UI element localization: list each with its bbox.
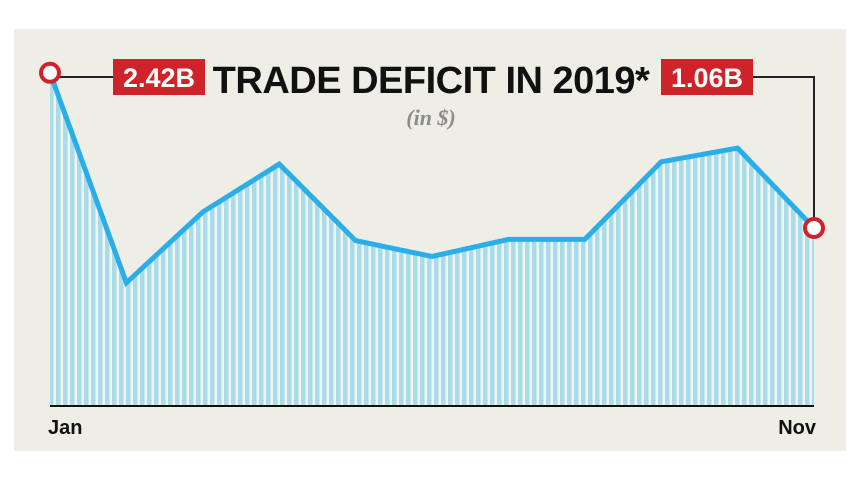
callout-leader-nov (753, 76, 815, 228)
chart-subtitle: (in $) (406, 105, 456, 130)
data-point-oct (735, 146, 740, 151)
marker-jan (39, 61, 61, 84)
data-point-jun (430, 254, 434, 259)
data-point-apr (277, 162, 282, 167)
data-point-sep (659, 159, 664, 164)
x-tick-label-nov: Nov (778, 417, 817, 439)
area-fill (50, 72, 814, 407)
data-point-aug (582, 237, 587, 242)
callout-box-jan (113, 59, 205, 95)
data-point-may (353, 238, 358, 243)
data-point-jul (506, 237, 511, 242)
x-tick-label-jan: Jan (48, 417, 82, 439)
data-point-mar (200, 210, 205, 214)
callout-box-nov (661, 59, 753, 95)
marker-nov (803, 217, 825, 239)
callout-label-nov: 1.06B (671, 63, 743, 93)
data-point-feb (124, 280, 129, 285)
chart-title: TRADE DEFICIT IN 2019* (213, 60, 650, 102)
callout-label-jan: 2.42B (123, 63, 195, 93)
